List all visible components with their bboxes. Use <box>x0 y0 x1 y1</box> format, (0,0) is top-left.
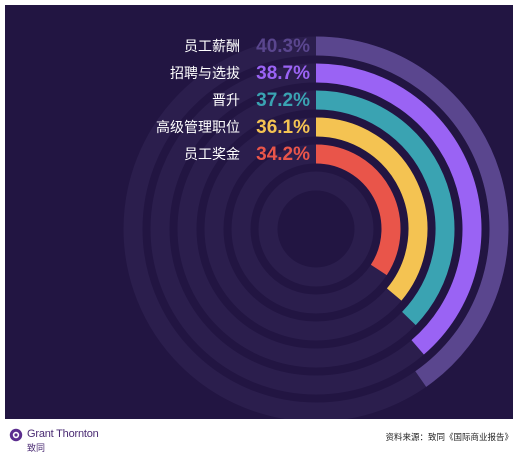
value-label-3: 37.2% <box>256 90 310 111</box>
bar-arc-1 <box>315 36 509 387</box>
value-label-4: 36.1% <box>256 117 310 138</box>
category-label-2: 招聘与选拔 <box>170 66 240 82</box>
value-label-5: 34.2% <box>256 144 310 165</box>
category-label-1: 员工薪酬 <box>184 39 240 55</box>
bar-arc-3 <box>315 90 455 326</box>
bar-arc-4 <box>315 117 428 301</box>
chart-panel: 40.3% 员工薪酬 38.7% 招聘与选拔 37.2% 晋升 36.1% 高级管理职位 34.… <box>5 5 513 419</box>
category-label-3: 晋升 <box>212 93 240 109</box>
footer: Grant Thornton 致同 资料来源：致同《国际商业报告》 <box>0 419 521 455</box>
radial-bar-chart: 40.3% 员工薪酬 38.7% 招聘与选拔 37.2% 晋升 36.1% 高级管理职位 34.… <box>123 36 509 419</box>
value-label-2: 38.7% <box>256 63 310 84</box>
bar-arc-2 <box>315 63 482 355</box>
category-label-5: 员工奖金 <box>184 146 240 163</box>
grant-thornton-logo-icon <box>9 428 23 442</box>
brand-name-cn: 致同 <box>27 444 46 454</box>
brand-name: Grant Thornton <box>27 428 99 440</box>
track-ring <box>258 171 374 287</box>
category-label-4: 高级管理职位 <box>156 119 240 136</box>
bar-arc-5 <box>315 144 401 276</box>
value-label-1: 40.3% <box>256 36 310 57</box>
source-note: 资料来源：致同《国际商业报告》 <box>385 433 513 443</box>
